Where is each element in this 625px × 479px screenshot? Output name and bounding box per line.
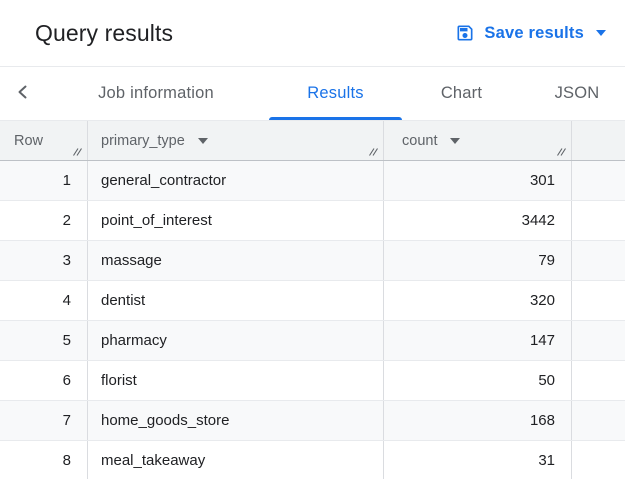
page-title: Query results [35, 19, 174, 46]
row-number-cell: 7 [0, 401, 88, 440]
collapse-tabs-button[interactable] [0, 67, 46, 120]
chevron-left-icon [15, 84, 31, 103]
count-cell: 31 [384, 441, 572, 479]
active-tab-indicator [269, 117, 402, 120]
tab-label: Job information [98, 84, 214, 102]
column-header-label: count [402, 132, 438, 149]
row-number-cell: 4 [0, 281, 88, 320]
column-header-label: primary_type [101, 132, 185, 149]
row-number-cell: 3 [0, 241, 88, 280]
count-cell: 301 [384, 161, 572, 200]
table-row: 2 point_of_interest 3442 [0, 201, 625, 241]
primary-type-cell: massage [88, 241, 384, 280]
primary-type-cell: point_of_interest [88, 201, 384, 240]
column-header-filler [572, 121, 625, 160]
count-cell: 147 [384, 321, 572, 360]
tab-label: Chart [440, 84, 483, 102]
row-number-cell: 6 [0, 361, 88, 400]
table-row: 1 general_contractor 301 [0, 161, 625, 201]
table-row: 4 dentist 320 [0, 281, 625, 321]
tab-label: Results [307, 84, 364, 102]
dropdown-arrow-icon [596, 30, 606, 36]
primary-type-cell: meal_takeaway [88, 441, 384, 479]
column-resize-icon[interactable] [366, 144, 380, 158]
tab-chart[interactable]: Chart [418, 67, 505, 120]
filler-cell [572, 401, 625, 440]
table-row: 8 meal_takeaway 31 [0, 441, 625, 479]
results-table: Row primary_type count [0, 121, 625, 479]
filler-cell [572, 441, 625, 479]
tab-label: JSON [554, 84, 600, 102]
primary-type-cell: pharmacy [88, 321, 384, 360]
column-resize-icon[interactable] [554, 144, 568, 158]
tab-job-information[interactable]: Job information [76, 67, 236, 120]
row-number-cell: 2 [0, 201, 88, 240]
column-header-primary-type[interactable]: primary_type [88, 121, 384, 160]
primary-type-cell: florist [88, 361, 384, 400]
row-number-cell: 1 [0, 161, 88, 200]
count-cell: 320 [384, 281, 572, 320]
save-icon [455, 23, 475, 43]
tab-json[interactable]: JSON [533, 67, 621, 120]
primary-type-cell: home_goods_store [88, 401, 384, 440]
tab-bar: Job information Results Chart JSON [0, 67, 625, 121]
column-header-count[interactable]: count [384, 121, 572, 160]
column-header-row: Row [0, 121, 88, 160]
table-row: 3 massage 79 [0, 241, 625, 281]
arrow-drop-down-icon[interactable] [450, 137, 461, 144]
count-cell: 168 [384, 401, 572, 440]
row-number-cell: 8 [0, 441, 88, 479]
filler-cell [572, 241, 625, 280]
filler-cell [572, 321, 625, 360]
count-cell: 79 [384, 241, 572, 280]
titlebar: Query results Save results [0, 0, 625, 67]
arrow-drop-down-icon[interactable] [197, 137, 208, 144]
column-resize-icon[interactable] [70, 144, 84, 158]
table-header-row: Row primary_type count [0, 121, 625, 161]
primary-type-cell: general_contractor [88, 161, 384, 200]
filler-cell [572, 161, 625, 200]
count-cell: 50 [384, 361, 572, 400]
tab-results[interactable]: Results [269, 67, 402, 120]
count-cell: 3442 [384, 201, 572, 240]
table-row: 6 florist 50 [0, 361, 625, 401]
save-results-button[interactable]: Save results [451, 17, 610, 49]
column-header-label: Row [14, 132, 44, 149]
table-row: 7 home_goods_store 168 [0, 401, 625, 441]
filler-cell [572, 201, 625, 240]
primary-type-cell: dentist [88, 281, 384, 320]
row-number-cell: 5 [0, 321, 88, 360]
filler-cell [572, 361, 625, 400]
save-results-label: Save results [484, 23, 584, 42]
filler-cell [572, 281, 625, 320]
table-row: 5 pharmacy 147 [0, 321, 625, 361]
